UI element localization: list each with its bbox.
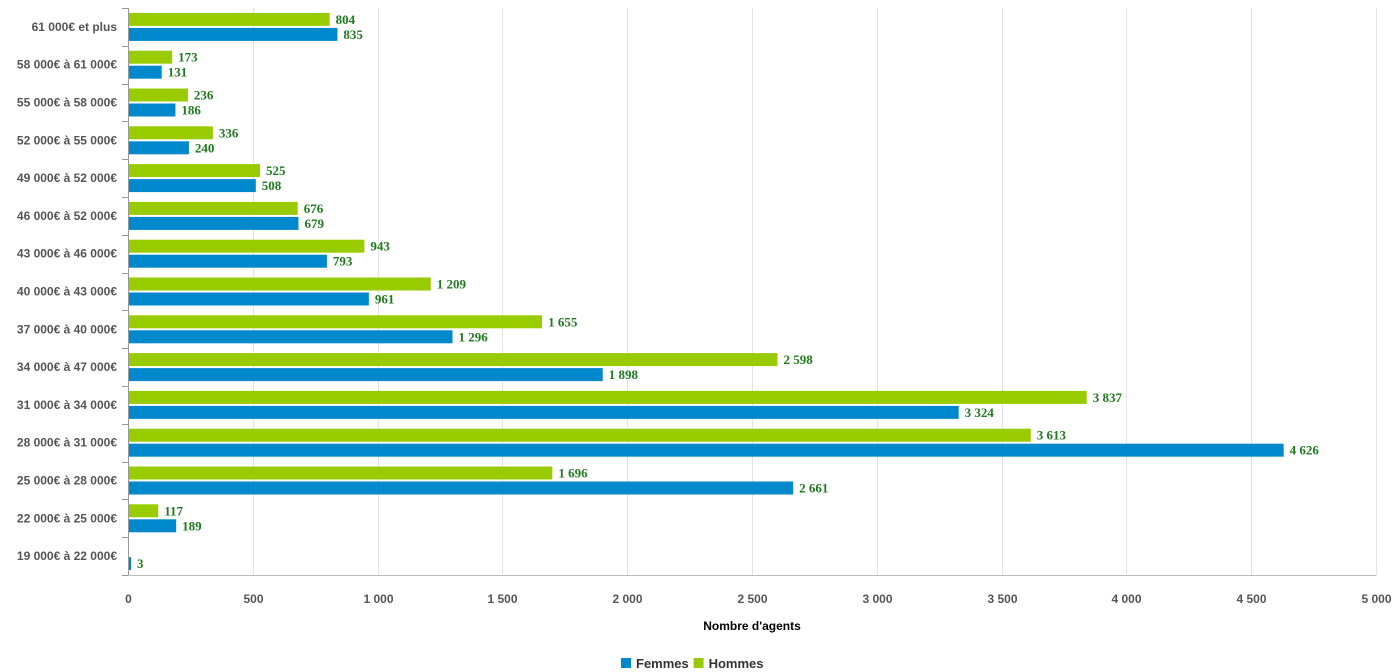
data-label-femmes: 131 <box>168 65 188 80</box>
data-label-hommes: 173 <box>178 50 198 65</box>
bar-femmes[interactable] <box>129 519 177 533</box>
bar-hommes[interactable] <box>129 201 298 215</box>
category-label: 61 000€ et plus <box>32 20 118 34</box>
data-label-femmes: 679 <box>304 216 324 231</box>
data-label-femmes: 4 626 <box>1290 443 1320 458</box>
category-label: 37 000€ à 40 000€ <box>17 322 117 336</box>
x-tick-label: 0 <box>125 592 132 606</box>
data-label-hommes: 525 <box>266 163 286 178</box>
bar-hommes[interactable] <box>129 504 159 518</box>
category-label: 52 000€ à 55 000€ <box>17 133 117 147</box>
data-label-hommes: 117 <box>164 503 183 518</box>
category-label: 31 000€ à 34 000€ <box>17 398 117 412</box>
bars <box>129 12 1284 571</box>
x-tick-label: 4 500 <box>1236 592 1266 606</box>
category-label: 19 000€ à 22 000€ <box>17 549 117 563</box>
category-label: 25 000€ à 28 000€ <box>17 474 117 488</box>
bar-femmes[interactable] <box>129 141 189 155</box>
data-label-hommes: 676 <box>304 201 324 216</box>
x-tick-label: 3 500 <box>987 592 1017 606</box>
bar-hommes[interactable] <box>129 315 543 329</box>
bar-femmes[interactable] <box>129 292 369 306</box>
category-label: 40 000€ à 43 000€ <box>17 285 117 299</box>
data-label-hommes: 1 655 <box>548 314 578 329</box>
category-label: 28 000€ à 31 000€ <box>17 436 117 450</box>
category-label: 34 000€ à 47 000€ <box>17 360 117 374</box>
data-label-hommes: 804 <box>336 12 356 27</box>
category-label: 49 000€ à 52 000€ <box>17 171 117 185</box>
bar-femmes[interactable] <box>129 405 959 419</box>
data-label-hommes: 336 <box>219 125 239 140</box>
x-tick-label: 2 000 <box>612 592 642 606</box>
bar-hommes[interactable] <box>129 466 553 480</box>
x-axis-title: Nombre d'agents <box>703 619 801 633</box>
x-tick-label: 1 500 <box>487 592 517 606</box>
data-label-hommes: 943 <box>370 239 390 254</box>
category-label: 55 000€ à 58 000€ <box>17 96 117 110</box>
category-label: 46 000€ à 52 000€ <box>17 209 117 223</box>
bar-femmes[interactable] <box>129 103 176 117</box>
labels: 0 500 1 000 1 500 2 000 2 500 3 000 3 500 4 000 4… <box>17 12 1392 606</box>
bar-hommes[interactable] <box>129 428 1031 442</box>
data-label-femmes: 3 <box>137 556 144 571</box>
data-label-hommes: 1 209 <box>437 277 467 292</box>
legend-swatch <box>693 658 704 668</box>
bar-femmes[interactable] <box>129 557 131 571</box>
axes <box>122 8 1376 576</box>
data-label-femmes: 240 <box>195 140 215 155</box>
category-label: 58 000€ à 61 000€ <box>17 58 117 72</box>
bar-hommes[interactable] <box>129 353 778 367</box>
legend-item-hommes[interactable]: Hommes <box>693 656 764 671</box>
data-label-femmes: 1 898 <box>609 367 639 382</box>
data-label-hommes: 2 598 <box>783 352 813 367</box>
data-label-femmes: 3 324 <box>965 405 995 420</box>
legend-label: Femmes <box>636 656 689 671</box>
data-label-hommes: 3 613 <box>1037 428 1067 443</box>
x-tick-label: 3 000 <box>862 592 892 606</box>
data-label-femmes: 961 <box>375 292 395 307</box>
legend-item-femmes[interactable]: Femmes <box>621 656 689 671</box>
bar-femmes[interactable] <box>129 481 794 495</box>
bar-hommes[interactable] <box>129 12 330 26</box>
bar-femmes[interactable] <box>129 216 299 230</box>
bar-hommes[interactable] <box>129 164 261 178</box>
bar-hommes[interactable] <box>129 88 188 102</box>
bar-femmes[interactable] <box>129 254 327 268</box>
data-label-femmes: 1 296 <box>458 329 488 344</box>
bar-hommes[interactable] <box>129 277 431 291</box>
x-tick-label: 500 <box>243 592 263 606</box>
x-tick-label: 1 000 <box>363 592 393 606</box>
bar-hommes[interactable] <box>129 239 365 253</box>
bar-hommes[interactable] <box>129 390 1087 404</box>
data-label-femmes: 793 <box>333 254 353 269</box>
legend-swatch <box>621 658 631 668</box>
data-label-hommes: 1 696 <box>558 466 588 481</box>
data-label-femmes: 835 <box>343 27 363 42</box>
x-tick-label: 5 000 <box>1361 592 1391 606</box>
bar-femmes[interactable] <box>129 179 256 193</box>
data-label-femmes: 186 <box>181 103 201 118</box>
bar-femmes[interactable] <box>129 65 162 79</box>
legend-label: Hommes <box>709 656 764 671</box>
bar-femmes[interactable] <box>129 330 453 344</box>
bar-femmes[interactable] <box>129 368 603 382</box>
bar-hommes[interactable] <box>129 126 213 140</box>
x-tick-label: 4 000 <box>1111 592 1141 606</box>
bar-femmes[interactable] <box>129 27 338 41</box>
grid-lines <box>253 8 1377 575</box>
category-label: 43 000€ à 46 000€ <box>17 247 117 261</box>
category-label: 22 000€ à 25 000€ <box>17 511 117 525</box>
bar-femmes[interactable] <box>129 443 1284 457</box>
x-tick-label: 2 500 <box>737 592 767 606</box>
data-label-hommes: 3 837 <box>1093 390 1123 405</box>
data-label-hommes: 236 <box>194 88 214 103</box>
data-label-femmes: 508 <box>262 178 282 193</box>
bar-hommes[interactable] <box>129 50 173 64</box>
legend[interactable]: Femmes Hommes <box>621 656 764 671</box>
data-label-femmes: 189 <box>182 518 202 533</box>
data-label-femmes: 2 661 <box>799 481 828 496</box>
